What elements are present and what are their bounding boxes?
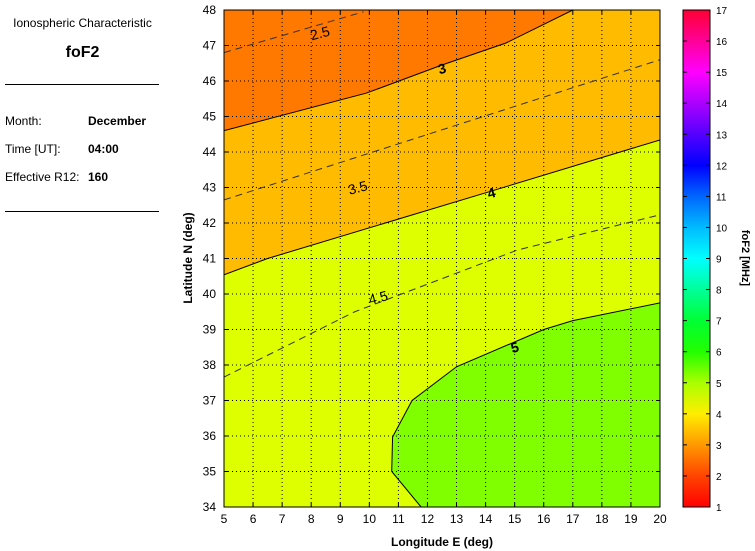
colorbar-tick-label: 6 — [716, 348, 722, 359]
x-tick-label: 6 — [250, 512, 257, 526]
colorbar-tick-label: 14 — [716, 99, 728, 110]
info-panel: Ionospheric Characteristic foF2 Month: D… — [0, 0, 165, 551]
colorbar-tick-label: 15 — [716, 68, 728, 79]
x-tick-label: 12 — [421, 512, 435, 526]
x-tick-label: 11 — [392, 512, 405, 526]
month-label: Month: — [5, 114, 42, 128]
x-tick-label: 19 — [624, 512, 638, 526]
contour-line-3-5 — [224, 59, 660, 201]
colorbar — [682, 9, 711, 508]
colorbar-tick-label: 17 — [716, 6, 728, 17]
x-tick-label: 14 — [479, 512, 493, 526]
contour-line-4-5 — [224, 214, 660, 378]
x-tick-label: 7 — [279, 512, 286, 526]
y-tick-label: 42 — [203, 216, 217, 230]
band-below-3 — [224, 10, 660, 131]
y-tick-label: 39 — [203, 323, 217, 337]
contour-label: 4.5 — [367, 287, 390, 308]
y-tick-label: 45 — [203, 110, 217, 124]
colorbar-tick-label: 13 — [716, 130, 728, 141]
contour-line-4 — [224, 139, 660, 276]
contour-label: 3.5 — [346, 177, 369, 198]
colorbar-tick-label: 4 — [716, 410, 722, 421]
month-value: December — [88, 114, 147, 128]
colorbar-tick-label: 12 — [716, 161, 728, 172]
colorbar-tick-label: 7 — [716, 317, 722, 328]
y-tick-label: 37 — [203, 394, 217, 408]
x-tick-label: 5 — [221, 512, 228, 526]
x-tick-label: 15 — [508, 512, 522, 526]
contour-label: 3 — [436, 60, 448, 78]
panel-heading: Ionospheric Characteristic — [13, 16, 152, 30]
x-tick-label: 10 — [363, 512, 377, 526]
colorbar-label: foF2 [MHz] — [739, 230, 751, 287]
x-tick-label: 17 — [566, 512, 580, 526]
y-axis-label: Latitude N (deg) — [181, 212, 195, 303]
y-tick-label: 35 — [203, 465, 217, 479]
time-value: 04:00 — [88, 142, 119, 156]
time-label: Time [UT]: — [5, 142, 61, 156]
contour-label: 4 — [486, 184, 498, 202]
y-tick-label: 40 — [203, 287, 217, 301]
colorbar-tick-label: 2 — [716, 472, 722, 483]
x-axis-label: Longitude E (deg) — [391, 535, 493, 549]
y-tick-label: 47 — [203, 39, 217, 53]
y-tick-label: 43 — [203, 181, 217, 195]
contour-label: 5 — [509, 338, 521, 356]
x-tick-label: 16 — [537, 512, 551, 526]
y-tick-label: 38 — [203, 358, 217, 372]
colorbar-tick-label: 3 — [716, 441, 722, 452]
y-tick-label: 46 — [203, 74, 217, 88]
y-tick-label: 41 — [203, 252, 217, 266]
colorbar-tick-label: 16 — [716, 37, 728, 48]
divider — [5, 84, 159, 85]
colorbar-tick-label: 10 — [716, 223, 728, 234]
y-tick-label: 36 — [203, 429, 217, 443]
colorbar-tick-label: 5 — [716, 379, 722, 390]
colorbar-tick-label: 9 — [716, 255, 722, 266]
contour-line-2-5 — [224, 11, 364, 54]
colorbar-tick-label: 11 — [716, 192, 727, 203]
y-tick-label: 34 — [203, 500, 217, 514]
x-tick-label: 8 — [308, 512, 315, 526]
x-tick-label: 13 — [450, 512, 464, 526]
x-tick-label: 20 — [653, 512, 667, 526]
x-tick-label: 18 — [595, 512, 609, 526]
y-tick-label: 44 — [203, 145, 217, 159]
band-above-5 — [391, 302, 660, 507]
colorbar-tick-label: 8 — [716, 286, 722, 297]
r12-value: 160 — [88, 170, 109, 184]
r12-label: Effective R12: — [5, 170, 80, 184]
characteristic-name: foF2 — [65, 44, 100, 61]
contour-line-5 — [391, 302, 660, 507]
x-tick-label: 9 — [337, 512, 344, 526]
divider — [5, 211, 159, 212]
y-tick-label: 48 — [203, 3, 217, 17]
contour-line-3 — [224, 10, 574, 132]
colorbar-tick-label: 1 — [716, 503, 722, 514]
contour-label: 2.5 — [308, 23, 331, 44]
